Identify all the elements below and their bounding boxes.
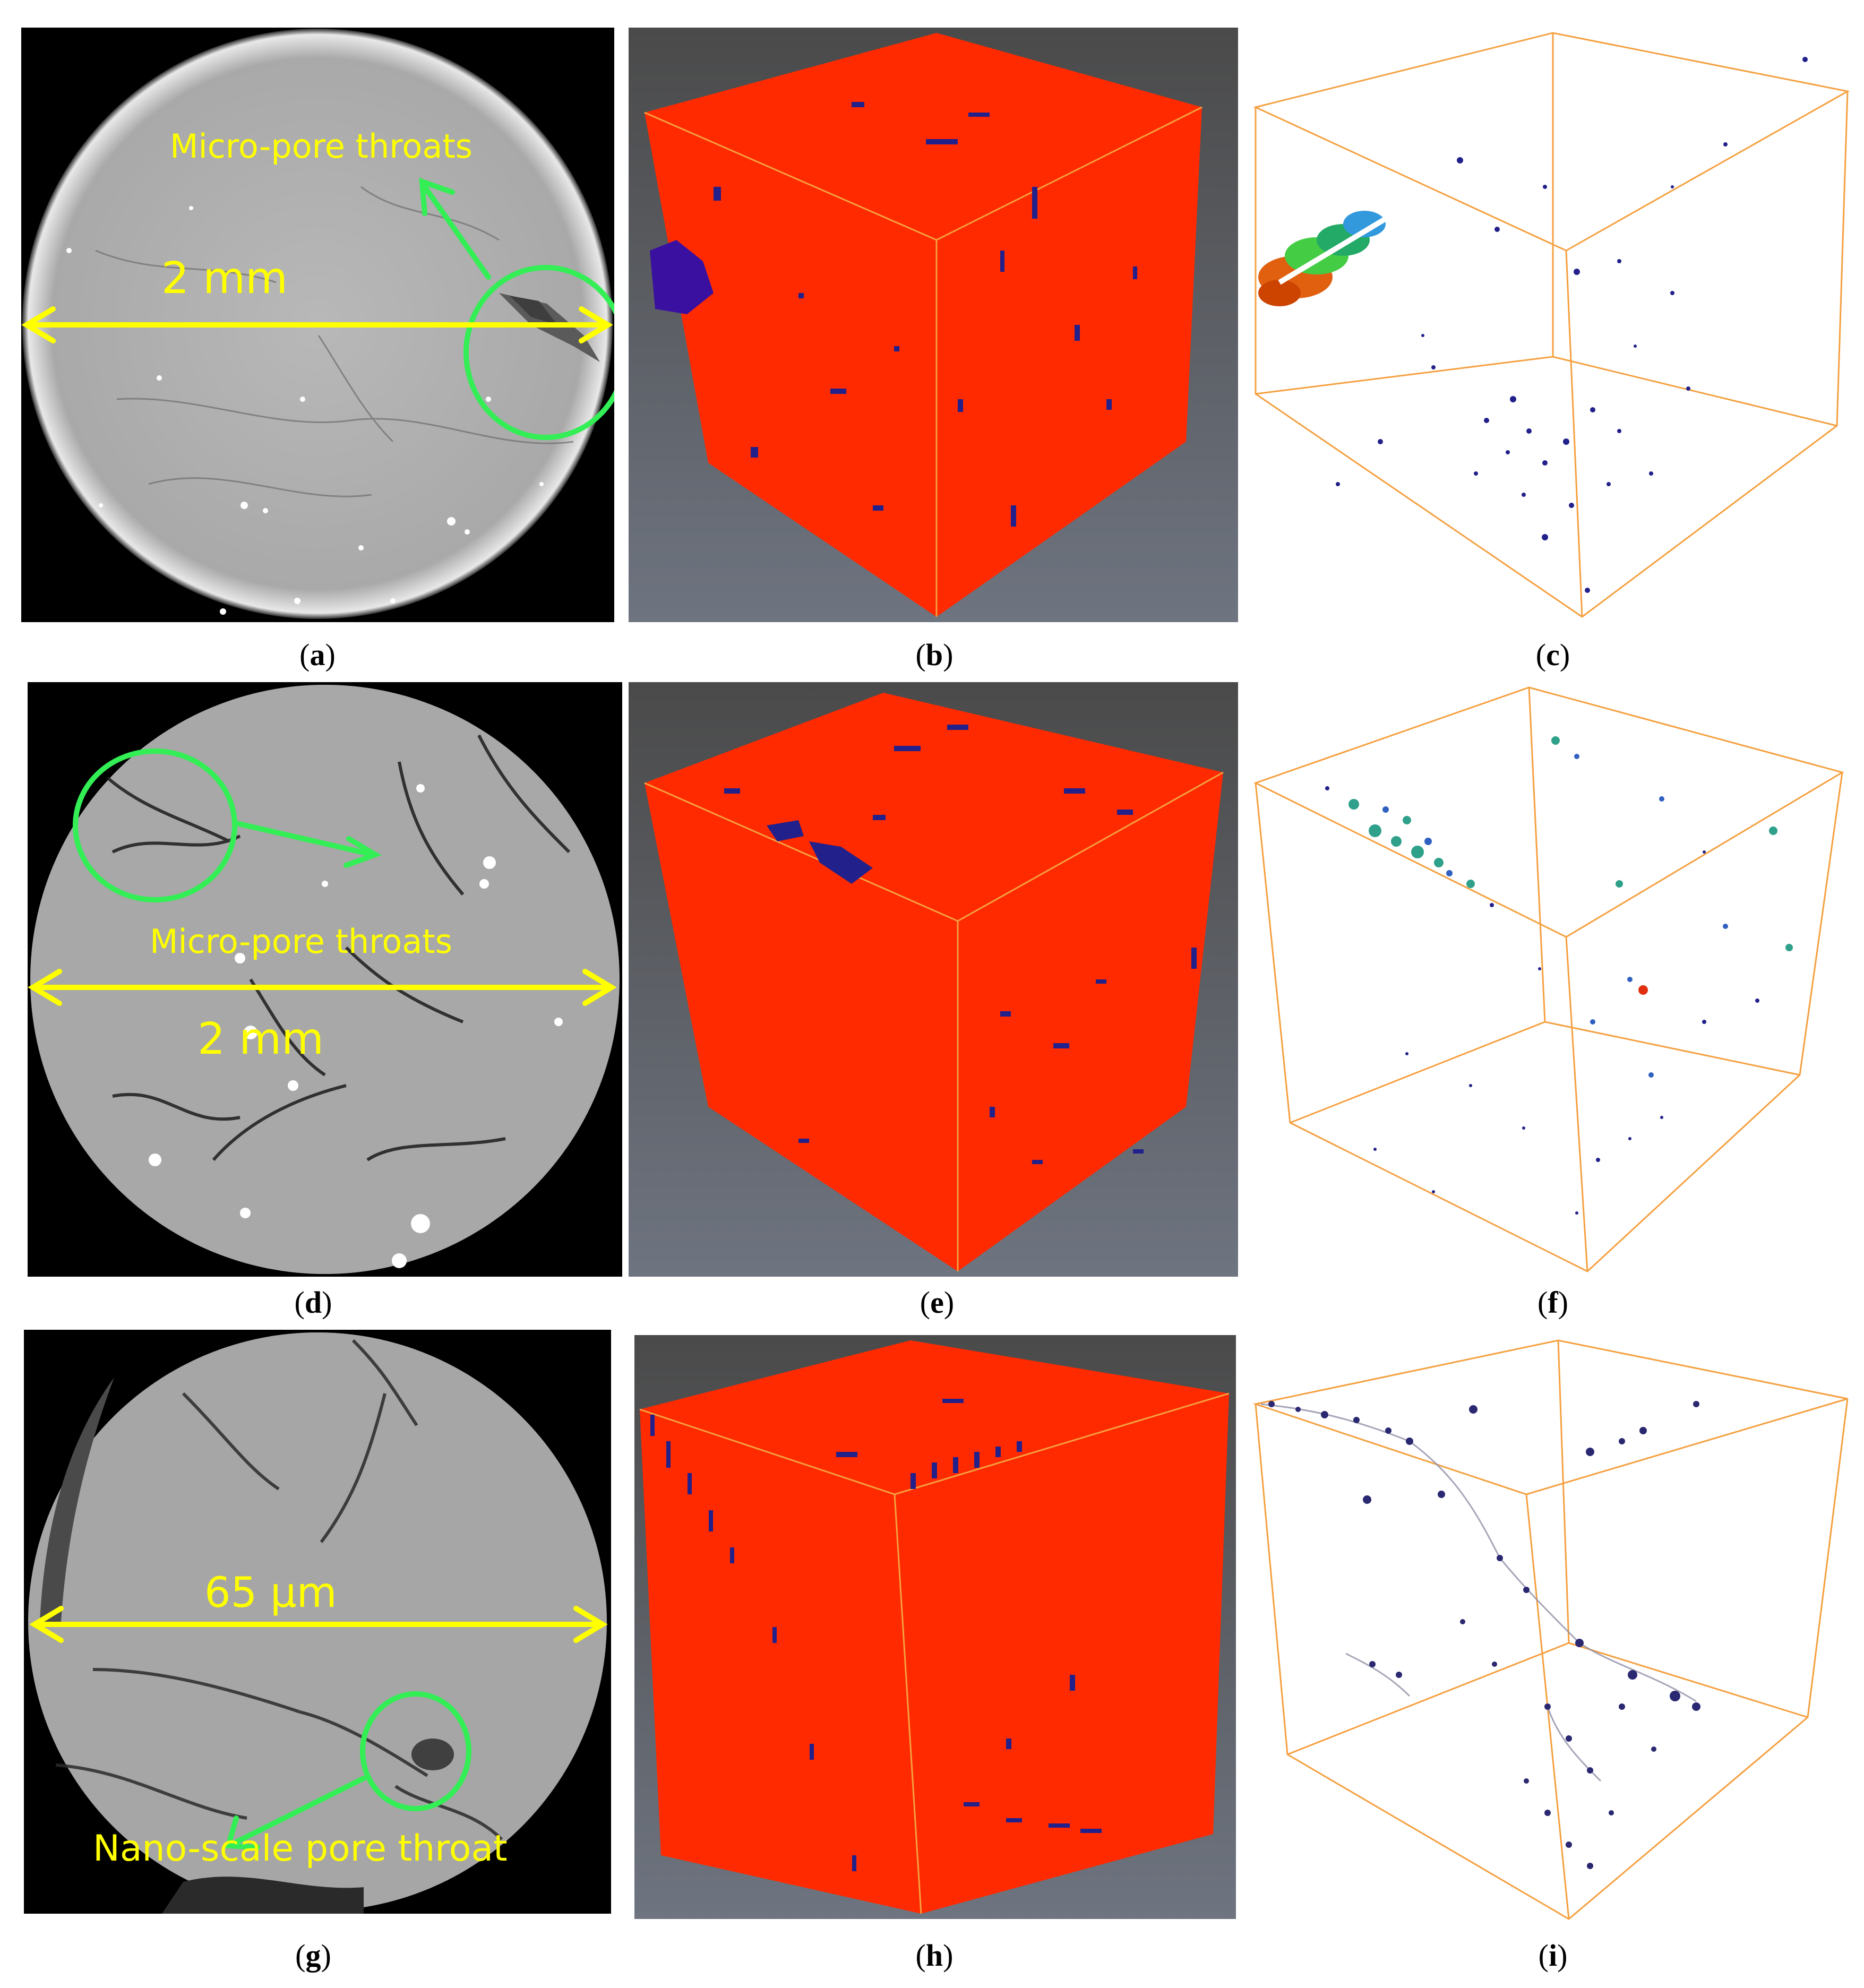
panel-d-ct-slice: Micro-pore throats 2 mm: [28, 682, 622, 1277]
pore-network-i: [1250, 1335, 1856, 1924]
pore-volume-render-h: [634, 1335, 1236, 1919]
caption-b-letter: b: [925, 638, 943, 672]
caption-g-letter: g: [305, 1938, 321, 1973]
caption-c-letter: c: [1546, 638, 1560, 672]
scale-label: 2 mm: [197, 1014, 324, 1064]
caption-f-letter: f: [1548, 1285, 1558, 1320]
highlight-circle: [360, 1691, 471, 1811]
ct-slice-a-image: Micro-pore throats 2 mm: [21, 28, 614, 622]
panel-h-3d-render: [634, 1335, 1236, 1919]
panel-i-pore-network: [1250, 1335, 1856, 1924]
scale-label: 65 μm: [204, 1569, 337, 1617]
highlight-circle: [463, 265, 614, 440]
caption-e-letter: e: [930, 1285, 944, 1320]
caption-f: (f): [1537, 1285, 1568, 1320]
caption-e: (e): [920, 1285, 955, 1320]
panel-b-3d-render: [629, 28, 1238, 622]
pore-volume-render-e: [629, 682, 1238, 1277]
ct-slice-g-image: 65 μm Nano-scale pore throat: [24, 1330, 611, 1914]
caption-b: (b): [915, 638, 954, 672]
pore-network-c: [1248, 28, 1856, 622]
caption-h: (h): [915, 1938, 954, 1973]
caption-d: (d): [294, 1285, 332, 1320]
caption-d-letter: d: [304, 1285, 322, 1320]
bounding-box-frame: [1253, 32, 1850, 618]
micro-pore-label: Micro-pore throats: [170, 127, 473, 166]
micro-pore-label: Micro-pore throats: [150, 922, 452, 961]
caption-i: (i): [1538, 1938, 1568, 1973]
panel-f-pore-network: [1248, 682, 1856, 1277]
caption-h-letter: h: [925, 1938, 943, 1973]
bounding-box-frame: [1253, 686, 1844, 1272]
caption-a: (a): [299, 638, 336, 672]
scale-label: 2 mm: [161, 253, 288, 304]
caption-c: (c): [1535, 638, 1570, 672]
pore-network-f: [1248, 682, 1856, 1277]
nano-pore-label: Nano-scale pore throat: [93, 1828, 508, 1870]
panel-g-ct-slice: 65 μm Nano-scale pore throat: [24, 1330, 611, 1914]
caption-i-letter: i: [1548, 1938, 1558, 1973]
ct-slice-d-image: Micro-pore throats 2 mm: [28, 682, 622, 1277]
pore-volume-render-b: [629, 28, 1238, 622]
panel-c-pore-network: [1248, 28, 1856, 622]
caption-g: (g): [295, 1938, 331, 1973]
caption-a-letter: a: [310, 638, 325, 672]
panel-e-3d-render: [629, 682, 1238, 1277]
panel-a-ct-slice: Micro-pore throats 2 mm: [21, 28, 614, 622]
